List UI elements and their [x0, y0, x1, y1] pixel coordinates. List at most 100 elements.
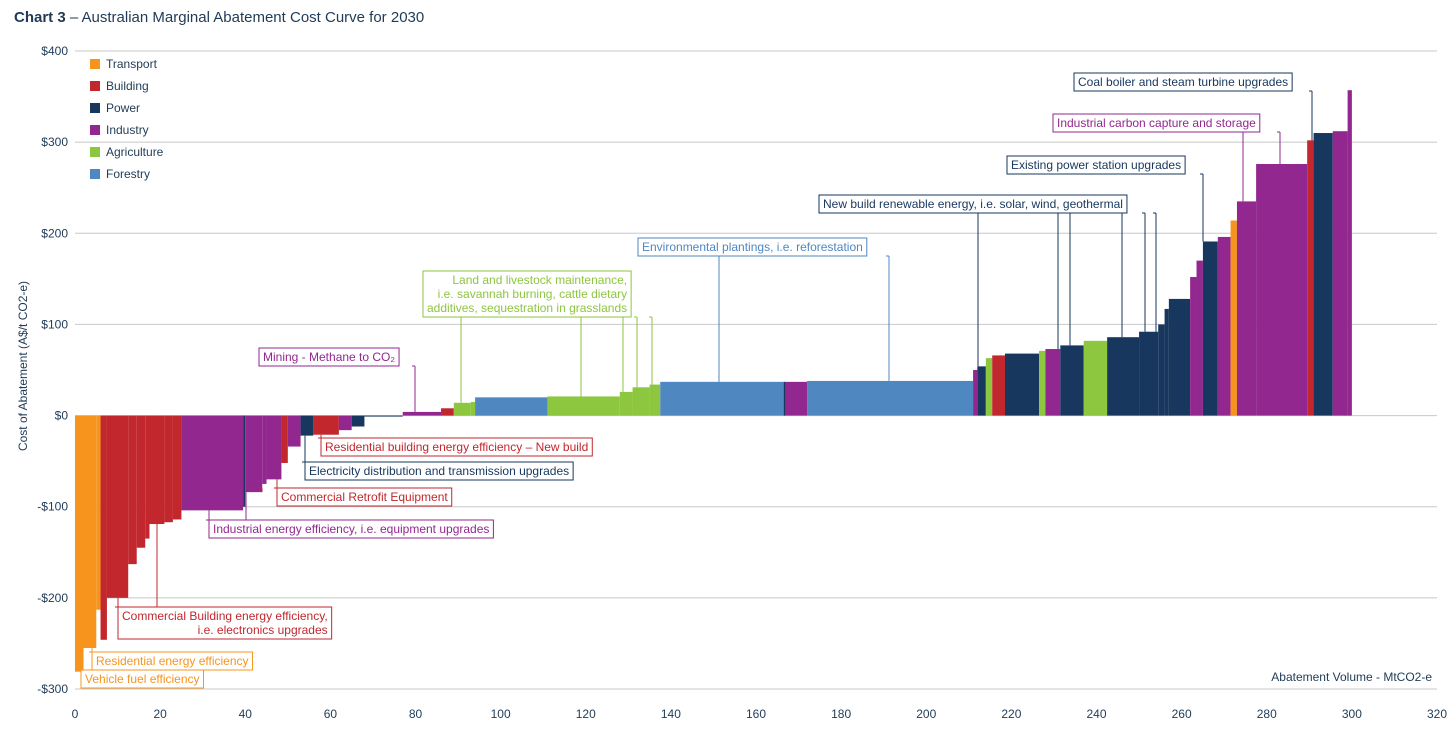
x-axis-title: Abatement Volume - MtCO2-e — [1271, 670, 1432, 684]
annotation-label: Residential energy efficiency — [91, 651, 254, 671]
bar-building — [128, 415, 137, 565]
bar-agriculture — [985, 358, 993, 416]
bar-building — [164, 415, 173, 523]
bar-building — [281, 415, 288, 463]
bar-agriculture — [632, 387, 650, 416]
bar-industry — [181, 415, 244, 511]
annotation-text: Electricity distribution and transmissio… — [309, 464, 569, 478]
annotation-text: i.e. savannah burning, cattle dietary — [438, 287, 627, 301]
bar-agriculture — [547, 396, 620, 416]
y-tick-label: $0 — [55, 409, 69, 423]
legend-swatch — [90, 169, 100, 179]
bar-power — [1313, 133, 1333, 416]
y-tick-label: $200 — [41, 226, 68, 240]
bar-building — [992, 355, 1005, 416]
x-tick-label: 0 — [72, 707, 79, 721]
annotation-label: Residential building energy efficiency –… — [320, 437, 593, 457]
bar-power — [783, 381, 786, 416]
bar-building — [441, 408, 454, 416]
bar-industry — [402, 411, 442, 416]
annotation-box — [422, 270, 632, 318]
annotation-label: New build renewable energy, i.e. solar, … — [818, 194, 1128, 214]
bar-building — [106, 415, 129, 598]
bar-power — [1004, 353, 1040, 416]
bar-building — [100, 415, 107, 640]
x-tick-label: 320 — [1427, 707, 1447, 721]
annotation-text: Existing power station upgrades — [1011, 158, 1181, 172]
bar-agriculture — [619, 391, 633, 416]
annotation-box — [208, 519, 494, 539]
y-tick-label: $100 — [41, 317, 68, 331]
annotation-label: Commercial Retrofit Equipment — [276, 487, 453, 507]
x-tick-label: 20 — [153, 707, 167, 721]
bar-power — [1107, 337, 1140, 416]
annotation-text: Industrial carbon capture and storage — [1057, 116, 1256, 130]
bar-agriculture — [649, 384, 661, 416]
bar-industry — [287, 415, 301, 447]
bar-industry — [1196, 260, 1203, 416]
bar-industry — [266, 415, 282, 480]
annotation-box — [1006, 155, 1186, 175]
x-tick-label: 240 — [1086, 707, 1106, 721]
annotation-text: Mining - Methane to CO₂ — [263, 350, 395, 364]
annotation-text: Residential energy efficiency — [96, 654, 249, 668]
annotation-label: Land and livestock maintenance,i.e. sava… — [422, 270, 632, 318]
bar-building — [145, 415, 150, 539]
legend-label: Transport — [106, 57, 158, 71]
x-tick-label: 80 — [409, 707, 423, 721]
bar-forestry — [660, 381, 784, 416]
bar-industry — [1347, 90, 1352, 416]
y-tick-label: -$300 — [37, 682, 68, 696]
bar-transport — [1230, 220, 1237, 416]
x-tick-label: 140 — [661, 707, 681, 721]
legend-swatch — [90, 59, 100, 69]
annotation-text: Land and livestock maintenance, — [452, 273, 627, 287]
bar-power — [300, 415, 314, 436]
bar-power — [243, 415, 246, 507]
y-tick-label: -$200 — [37, 591, 68, 605]
annotation-text: Commercial Retrofit Equipment — [281, 490, 448, 504]
bar-transport — [75, 415, 84, 672]
x-tick-label: 60 — [324, 707, 338, 721]
bar-forestry — [807, 380, 974, 416]
legend-label: Power — [106, 101, 140, 115]
y-tick-label: $300 — [41, 135, 68, 149]
bar-industry — [338, 415, 352, 431]
bar-power — [1164, 308, 1169, 416]
annotation-label: Electricity distribution and transmissio… — [304, 461, 574, 481]
chart-title-text: – Australian Marginal Abatement Cost Cur… — [65, 9, 425, 26]
bar-building — [1307, 140, 1314, 416]
bar-building — [313, 415, 339, 435]
bar-power — [1168, 298, 1191, 416]
gridlines — [75, 50, 1437, 690]
annotation-box — [304, 461, 574, 481]
bar-industry — [1236, 201, 1257, 416]
y-tick-label: -$100 — [37, 500, 68, 514]
bar-industry — [1332, 131, 1348, 416]
y-axis-title: Cost of Abatement (A$/t CO2-e) — [16, 281, 30, 451]
legend-label: Building — [106, 79, 149, 93]
bar-industry — [785, 381, 808, 416]
y-tick-label: $400 — [41, 44, 68, 58]
bar-industry — [245, 415, 263, 493]
bar-industry — [1256, 164, 1308, 416]
y-axis-ticks: $400 $300 $200 $100 $0 -$100 -$200 -$300 — [37, 44, 68, 696]
bar-power — [1202, 241, 1218, 416]
legend-swatch — [90, 125, 100, 135]
annotation-box — [117, 606, 333, 640]
annotation-text: Commercial Building energy efficiency, — [122, 609, 328, 623]
x-tick-label: 120 — [576, 707, 596, 721]
x-tick-label: 280 — [1257, 707, 1277, 721]
bar-agriculture — [453, 402, 471, 416]
annotation-text: i.e. electronics upgrades — [198, 623, 328, 637]
annotation-text: additives, sequestration in grasslands — [427, 301, 627, 315]
legend: Transport Building Power Industry Agricultur… — [90, 57, 164, 181]
annotation-text: New build renewable energy, i.e. solar, … — [823, 197, 1123, 211]
annotation-box — [637, 237, 868, 257]
annotation-box — [818, 194, 1128, 214]
bar-forestry — [475, 397, 548, 416]
annotation-box — [320, 437, 593, 457]
annotations: Coal boiler and steam turbine upgrades In… — [80, 72, 1293, 689]
annotation-text: Residential building energy efficiency –… — [325, 440, 588, 454]
